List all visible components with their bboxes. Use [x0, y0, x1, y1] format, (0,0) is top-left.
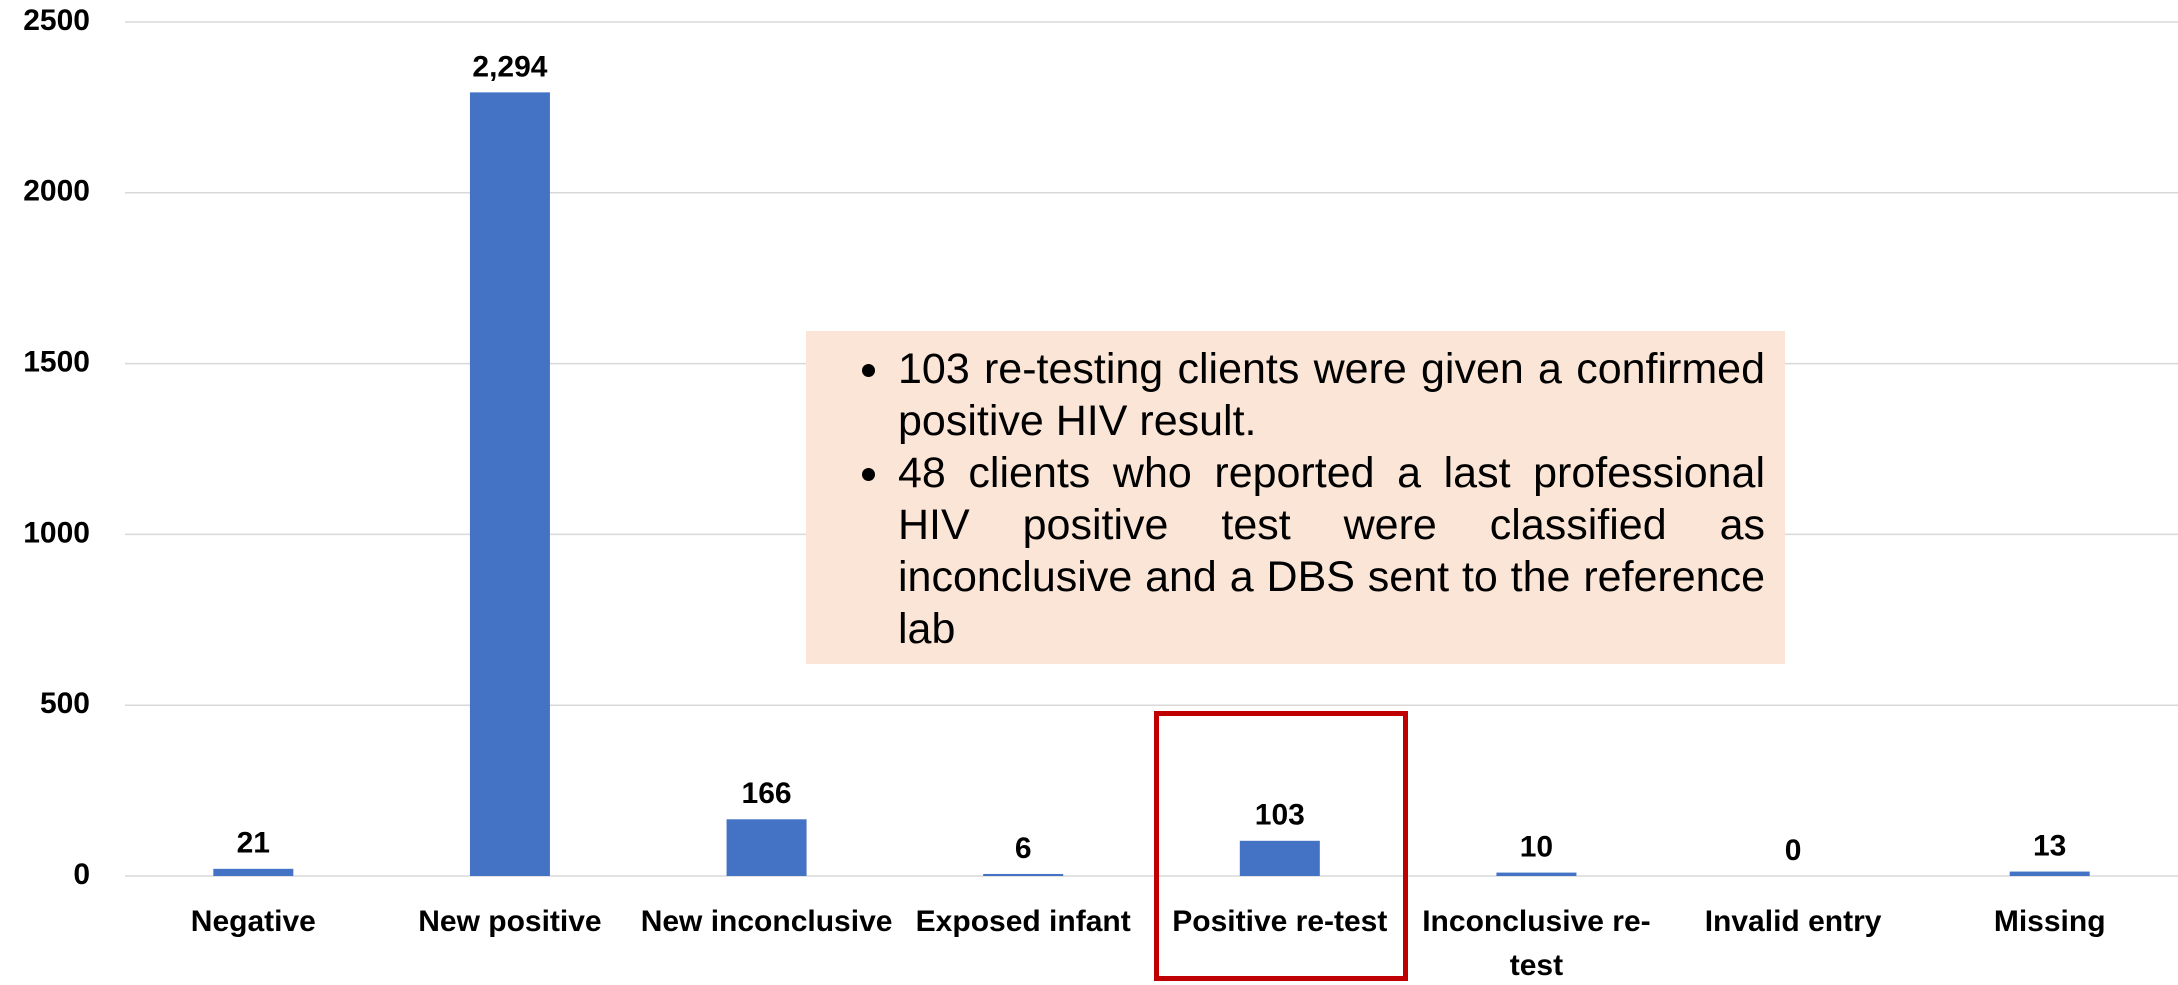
data-label: 2,294: [472, 50, 547, 83]
y-tick-label: 2000: [23, 175, 90, 208]
highlight-box: [1154, 711, 1408, 981]
annotation-box: 103 re-testing clients were given a conf…: [806, 331, 1785, 664]
x-tick-label: Invalid entry: [1704, 905, 1882, 938]
data-label: 103: [1255, 799, 1305, 832]
bar: [213, 868, 294, 876]
y-tick-label: 1000: [23, 516, 90, 549]
x-tick-label: Missing: [1993, 905, 2106, 938]
y-tick-label: 2500: [23, 4, 90, 37]
data-label: 10: [1520, 831, 1553, 864]
data-label: 13: [2033, 829, 2066, 862]
x-tick-label: New inconclusive: [640, 905, 893, 938]
x-tick-label: Negative: [190, 905, 316, 938]
bar: [469, 92, 550, 876]
bar: [1239, 840, 1320, 876]
x-tick-label: Exposed infant: [915, 905, 1131, 938]
bar: [726, 819, 807, 876]
bar: [983, 873, 1064, 876]
y-tick-label: 500: [40, 687, 90, 720]
x-tick-label: Inconclusive re-test: [1422, 905, 1651, 982]
x-tick-label: Positive re-test: [1172, 905, 1388, 938]
annotation-list: 103 re-testing clients were given a conf…: [826, 343, 1765, 655]
y-tick-label: 0: [73, 858, 90, 891]
data-label: 6: [1015, 832, 1032, 865]
data-label: 0: [1785, 834, 1802, 867]
x-tick-label: New positive: [418, 905, 602, 938]
annotation: 103 re-testing clients were given a conf…: [894, 343, 1765, 447]
y-tick-label: 1500: [23, 346, 90, 379]
bar: [1496, 872, 1577, 876]
data-label: 21: [237, 827, 270, 860]
annotation: 48 clients who reported a last professio…: [894, 447, 1765, 655]
bar: [2009, 871, 2090, 876]
data-label: 166: [742, 777, 792, 810]
